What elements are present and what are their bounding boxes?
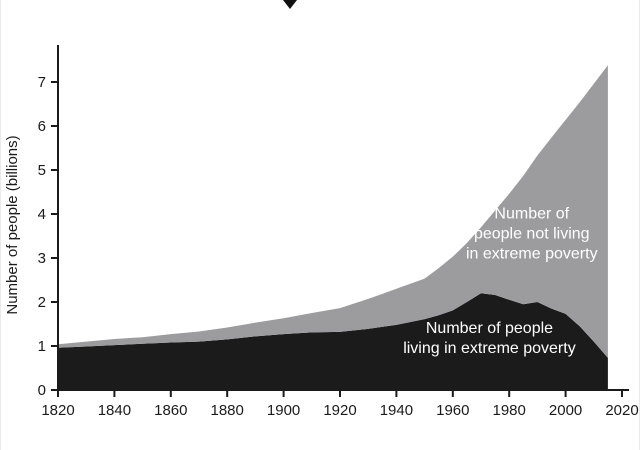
x-tick-label: 1900 xyxy=(267,402,300,419)
annotations: Number of people not living in extreme pov… xyxy=(403,205,597,356)
area-not-extreme-poverty xyxy=(58,65,608,358)
series-areas xyxy=(58,65,608,390)
y-tick-label: 7 xyxy=(38,74,46,91)
y-tick-label: 2 xyxy=(38,294,46,311)
y-axis-title: Number of people (billions) xyxy=(4,135,21,314)
x-tick-label: 1980 xyxy=(493,402,526,419)
x-tick-label: 1960 xyxy=(436,402,469,419)
annotation-poverty-label: Number of people living in extreme povert… xyxy=(403,320,576,357)
annotation-not-poverty-label: Number of people not living in extreme pov… xyxy=(466,205,598,262)
tick-labels: 0 1 2 3 4 5 6 7 1820 1840 1860 1880 1900 1920 1940 1960… xyxy=(38,74,639,419)
x-tick-label: 2000 xyxy=(549,402,582,419)
x-tick-label: 1820 xyxy=(41,402,74,419)
x-tick-label: 1920 xyxy=(323,402,356,419)
x-tick-label: 2020 xyxy=(605,402,638,419)
tick-marks xyxy=(51,81,623,397)
y-tick-label: 4 xyxy=(38,206,46,223)
x-tick-label: 1880 xyxy=(211,402,244,419)
area-extreme-poverty xyxy=(58,293,608,390)
x-tick-label: 1860 xyxy=(154,402,187,419)
x-tick-label: 1940 xyxy=(380,402,413,419)
y-tick-label: 3 xyxy=(38,250,46,267)
y-tick-label: 1 xyxy=(38,338,46,355)
y-tick-label: 6 xyxy=(38,118,46,135)
y-tick-label: 5 xyxy=(38,162,46,179)
x-tick-label: 1840 xyxy=(98,402,131,419)
y-tick-label: 0 xyxy=(38,382,46,399)
axes xyxy=(57,45,629,391)
top-edge-artifact xyxy=(283,0,297,9)
